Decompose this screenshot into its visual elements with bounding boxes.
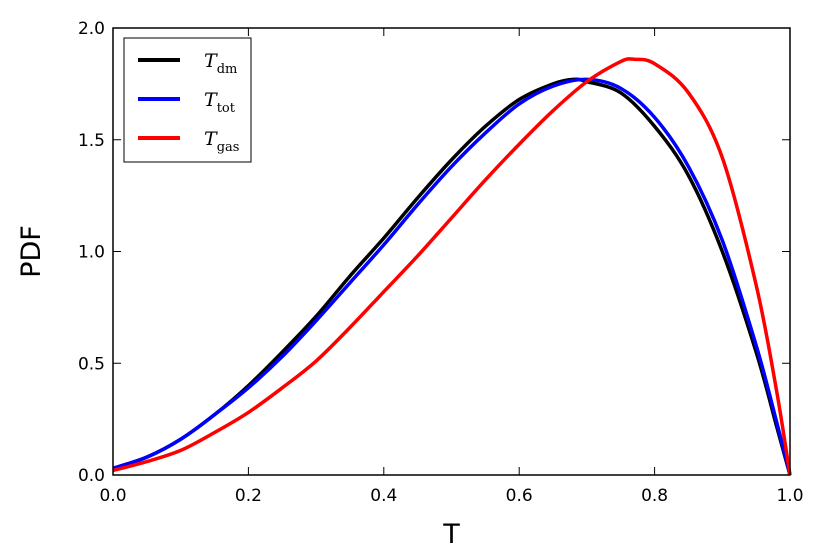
y-tick-label: 0.0: [78, 466, 105, 486]
y-tick-label: 2.0: [78, 19, 105, 39]
x-tick-label: 0.0: [99, 486, 126, 506]
y-axis-label: PDF: [16, 225, 47, 278]
y-axis-ticks: 0.0 0.5 1.0 1.5 2.0: [78, 19, 790, 486]
x-tick-label: 0.2: [235, 486, 262, 506]
series-layer: [112, 57, 792, 476]
legend-label-tot: Ttot: [204, 89, 236, 116]
legend-symbol: T: [204, 128, 218, 150]
series-line-gas: [112, 57, 792, 476]
legend-subscript: dm: [217, 62, 238, 77]
legend-label-dm: Tdm: [204, 50, 237, 77]
legend-symbol: T: [204, 89, 218, 111]
x-tick-label: 0.6: [506, 486, 533, 506]
legend-symbol: T: [204, 50, 218, 72]
y-tick-label: 0.5: [78, 354, 105, 374]
legend-subscript: tot: [217, 101, 236, 116]
x-axis-label: T: [442, 519, 460, 550]
x-tick-label: 1.0: [776, 486, 803, 506]
legend-label-gas: Tgas: [204, 128, 239, 155]
x-axis-ticks: 0.0 0.2 0.4 0.6 0.8 1.0: [99, 28, 804, 506]
y-tick-label: 1.5: [78, 131, 105, 151]
x-tick-label: 0.8: [641, 486, 668, 506]
x-tick-label: 0.4: [370, 486, 397, 506]
legend-subscript: gas: [217, 140, 240, 155]
y-tick-label: 1.0: [78, 243, 105, 263]
series-line-tot: [112, 77, 792, 476]
